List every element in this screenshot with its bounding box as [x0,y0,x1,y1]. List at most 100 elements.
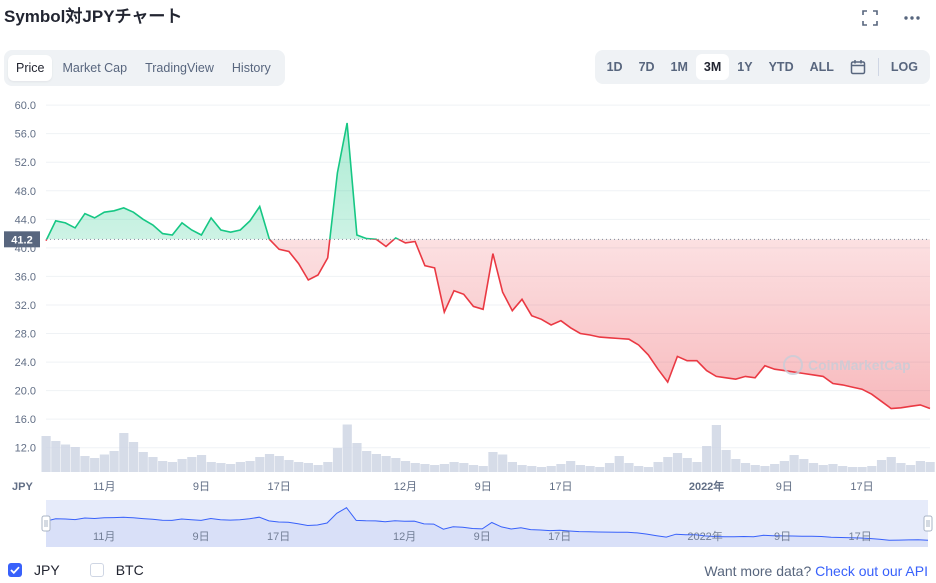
volume-bar [536,467,547,472]
volume-bar [177,459,187,472]
y-tick-label: 48.0 [15,186,36,198]
price-chart[interactable]: 41.2 60.0 56.0 52.0 48.0 44.0 40.0 36.0 32.0 28.… [0,90,936,552]
volume-bar [294,462,304,472]
volume-bar [595,467,605,472]
volume-bar [332,448,343,472]
navigator-tick-label: 17日 [548,531,571,543]
volume-bar [41,436,51,472]
volume-bar [352,443,362,472]
range-ytd[interactable]: YTD [768,60,794,74]
range-1y[interactable]: 1Y [737,60,753,74]
volume-bar [546,466,556,472]
volume-bar [517,465,527,472]
volume-bar [216,463,226,472]
volume-bar [187,457,197,472]
volume-bar [148,457,158,472]
volume-bar [391,458,401,472]
volume-bar [420,464,430,472]
volume-bar [449,462,459,472]
range-selector: 1D 7D 1M 3M 1Y YTD ALL LOG [594,50,930,84]
volume-bar [770,464,780,472]
api-promo: Want more data? Check out our API [704,563,928,579]
tab-market-cap[interactable]: Market Cap [62,61,128,75]
volume-bar [867,466,877,472]
current-price-label: 41.2 [11,234,32,246]
x-tick-label: 9日 [193,481,210,493]
area-below [46,239,930,409]
volume-bar [284,460,294,472]
volume-bar [323,462,333,472]
tab-price[interactable]: Price [8,55,53,81]
volume-bar [896,463,906,472]
y-axis: 60.0 56.0 52.0 48.0 44.0 40.0 36.0 32.0 28.0 24.0… [15,100,36,455]
navigator-tick-label: 11月 [93,531,115,543]
x-tick-label: 11月 [93,481,115,493]
volume-bar [604,463,615,472]
x-axis: JPY 11月 9日 17日 12月 9日 17日 2022年 9日 17日 [12,479,874,493]
navigator-handle[interactable] [923,515,933,532]
volume-bar [779,461,789,472]
volume-bar [702,446,712,472]
volume-bar [876,460,887,472]
volume-bar [818,465,828,472]
volume-bar [468,465,479,472]
volume-bar [566,461,576,472]
tab-tradingview[interactable]: TradingView [145,61,214,75]
navigator-area [46,507,928,547]
volume-bar [313,465,323,472]
jpy-checkbox[interactable] [8,563,22,577]
navigator-handle[interactable] [41,515,51,532]
navigator-tick-label: 9日 [474,531,491,543]
y-tick-label: 20.0 [15,386,36,398]
price-line-down [45,239,931,410]
volume-bar [90,458,100,472]
volume-bar [119,433,129,472]
y-tick-label: 32.0 [15,300,36,312]
y-tick-label: 16.0 [15,414,36,426]
log-toggle[interactable]: LOG [890,60,918,74]
legend-btc[interactable]: BTC [89,562,144,578]
range-all[interactable]: ALL [809,60,834,74]
btc-checkbox[interactable] [89,563,104,577]
current-price-badge [4,231,40,248]
volume-bar [206,462,216,472]
volume-bar [799,459,809,472]
y-tick-label: 28.0 [15,329,36,341]
volume-bar [808,463,819,472]
area-above [46,123,930,240]
fullscreen-icon[interactable] [860,8,880,28]
range-navigator[interactable]: 11月 9日 17日 12月 9日 17日 2022年 9日 17日 [41,500,933,547]
api-link[interactable]: Check out our API [815,563,928,579]
x-tick-label: 17日 [549,481,572,493]
range-1m[interactable]: 1M [670,60,688,74]
volume-bar [196,455,207,472]
volume-bar [167,462,177,472]
tab-history[interactable]: History [231,61,271,75]
volume-bar [663,457,673,472]
x-tick-label: 17日 [268,481,291,493]
page-title: Symbol対JPYチャート [4,7,183,26]
watermark-text: CoinMarketCap [808,357,911,373]
volume-bar [99,454,109,472]
range-3m[interactable]: 3M [695,54,730,80]
volume-bar [711,425,721,472]
volume-bar [70,447,80,472]
more-icon[interactable] [902,8,922,28]
chart-legend: JPY BTC [8,562,174,578]
volume-bar [653,462,663,472]
range-divider [877,58,879,76]
volume-bar [371,454,381,472]
range-7d[interactable]: 7D [638,60,655,74]
volume-bar [886,457,896,472]
x-tick-label: 17日 [850,481,873,493]
watermark-logo [783,355,803,375]
y-tick-label: 44.0 [15,214,36,226]
volume-bar [51,441,61,472]
price-area [46,123,930,409]
calendar-icon[interactable] [842,54,874,80]
legend-jpy[interactable]: JPY [8,562,60,578]
navigator-tick-label: 9日 [774,531,791,543]
legend-btc-label: BTC [115,562,144,578]
volume-bar [789,455,799,472]
range-1d[interactable]: 1D [606,60,623,74]
